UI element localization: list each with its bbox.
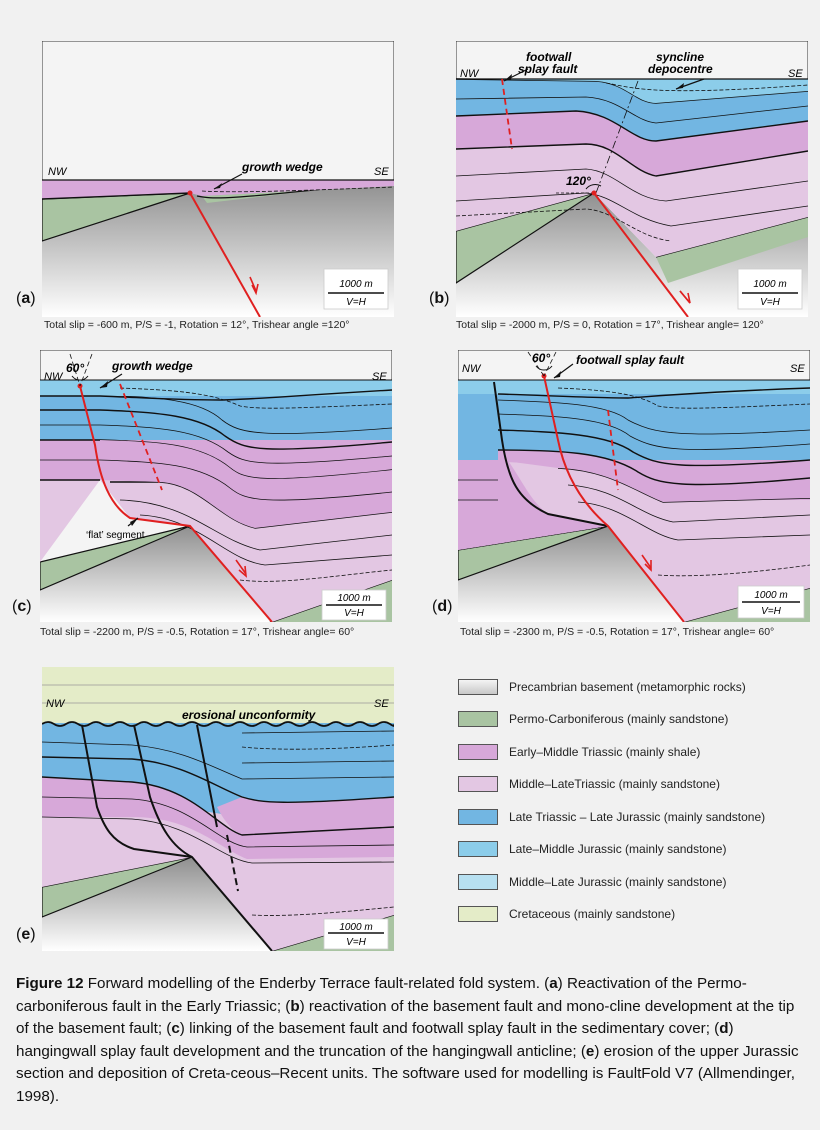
panel-c-nw: NW	[44, 371, 64, 383]
panel-d-angle: 60°	[532, 351, 550, 365]
panel-a-nw: NW	[48, 166, 68, 178]
panel-d-annotation: footwall splay fault	[576, 353, 685, 367]
panel-c-section: NW SE 60° growth wedge ‘flat’ segment 10…	[40, 350, 392, 622]
legend-label: Middle–Late Jurassic (mainly sandstone)	[509, 875, 727, 889]
legend-item-early-triassic: Early–Middle Triassic (mainly shale)	[452, 743, 812, 763]
panel-e: NW SE erosional unconformity 1000 m V=H	[42, 667, 394, 951]
legend-item-precambrian: Precambrian basement (metamorphic rocks)	[452, 678, 812, 698]
panel-a-vh: V=H	[346, 297, 367, 308]
legend-label: Early–Middle Triassic (mainly shale)	[509, 745, 701, 759]
panel-c-label: (c)	[12, 598, 32, 615]
panel-b: NW SE footwall splay fault syncline depo…	[456, 41, 808, 317]
panel-a-label: (a)	[16, 290, 36, 307]
figure-caption: Figure 12 Forward modelling of the Ender…	[16, 975, 799, 1105]
panel-d-scale: 1000 m	[754, 590, 787, 601]
legend-swatch	[458, 874, 498, 890]
panel-b-scale: 1000 m	[753, 279, 786, 290]
panel-b-annotation-syncline: syncline	[656, 50, 704, 64]
legend-label: Middle–LateTriassic (mainly sandstone)	[509, 777, 720, 791]
legend-label: Cretaceous (mainly sandstone)	[509, 907, 676, 921]
panel-c: NW SE 60° growth wedge ‘flat’ segment 10…	[40, 350, 392, 622]
panel-a-scale: 1000 m	[339, 279, 372, 290]
panel-b-angle: 120°	[566, 174, 591, 188]
panel-a-annotation: growth wedge	[241, 160, 323, 174]
legend-swatch	[458, 809, 498, 825]
panel-a-se: SE	[374, 166, 389, 178]
panel-e-section: NW SE erosional unconformity 1000 m V=H	[42, 667, 394, 951]
panel-e-scale: 1000 m	[339, 922, 372, 933]
panel-e-label: (e)	[16, 926, 36, 943]
figure-caption-prefix: Figure 12	[16, 975, 84, 992]
legend-swatch	[458, 711, 498, 727]
panel-c-caption: Total slip = -2200 m, P/S = -0.5, Rotati…	[40, 626, 355, 638]
legend-label: Late Triassic – Late Jurassic (mainly sa…	[509, 810, 766, 824]
legend-label: Late–Middle Jurassic (mainly sandstone)	[509, 842, 727, 856]
panel-a: NW SE growth wedge 1000 m V=H	[42, 41, 394, 317]
panel-e-nw: NW	[46, 698, 66, 710]
panel-d-section: NW SE 60° footwall splay fault 1000 m V=…	[458, 350, 810, 622]
legend-swatch	[458, 679, 498, 695]
panel-c-vh: V=H	[344, 608, 365, 619]
legend-swatch	[458, 906, 498, 922]
panel-d-nw: NW	[462, 363, 482, 375]
panel-a-caption: Total slip = -600 m, P/S = -1, Rotation …	[44, 319, 350, 331]
panel-b-annotation-depocentre: depocentre	[648, 62, 713, 76]
panel-b-se: SE	[788, 68, 803, 80]
legend-item-permo: Permo-Carboniferous (mainly sandstone)	[452, 710, 812, 730]
panel-d-label: (d)	[432, 598, 453, 615]
panel-d-caption: Total slip = -2300 m, P/S = -0.5, Rotati…	[460, 626, 775, 638]
panel-d-vh: V=H	[761, 606, 782, 617]
panel-e-se: SE	[374, 698, 389, 710]
panel-e-vh: V=H	[346, 937, 367, 948]
legend-item-cretaceous: Cretaceous (mainly sandstone)	[452, 905, 812, 925]
legend-swatch	[458, 841, 498, 857]
panel-d-se: SE	[790, 363, 805, 375]
panel-b-caption: Total slip = -2000 m, P/S = 0, Rotation …	[456, 319, 764, 331]
panel-e-annotation: erosional unconformity	[182, 708, 317, 722]
legend-label: Permo-Carboniferous (mainly sandstone)	[509, 712, 729, 726]
panel-b-annotation-splay: splay fault	[518, 62, 578, 76]
panel-b-section: NW SE footwall splay fault syncline depo…	[456, 41, 808, 317]
legend-swatch	[458, 776, 498, 792]
legend-item-middle-triassic: Middle–LateTriassic (mainly sandstone)	[452, 775, 812, 795]
panel-a-section: NW SE growth wedge 1000 m V=H	[42, 41, 394, 317]
panel-b-label: (b)	[429, 290, 450, 307]
panel-c-scale: 1000 m	[337, 593, 370, 604]
panel-b-annotation-footwall: footwall	[526, 50, 572, 64]
legend-item-late-middle-jurassic: Late–Middle Jurassic (mainly sandstone)	[452, 840, 812, 860]
panel-c-annotation: growth wedge	[111, 359, 193, 373]
panel-c-se: SE	[372, 371, 387, 383]
legend-label: Precambrian basement (metamorphic rocks)	[509, 680, 746, 694]
panel-b-vh: V=H	[760, 297, 781, 308]
legend-swatch	[458, 744, 498, 760]
panel-d: NW SE 60° footwall splay fault 1000 m V=…	[458, 350, 810, 622]
panel-c-flat: ‘flat’ segment	[86, 530, 145, 541]
panel-c-angle: 60°	[66, 361, 84, 375]
legend-item-middle-late-jurassic: Middle–Late Jurassic (mainly sandstone)	[452, 873, 812, 893]
legend-item-late-triassic: Late Triassic – Late Jurassic (mainly sa…	[452, 808, 812, 828]
panel-b-nw: NW	[460, 68, 480, 80]
